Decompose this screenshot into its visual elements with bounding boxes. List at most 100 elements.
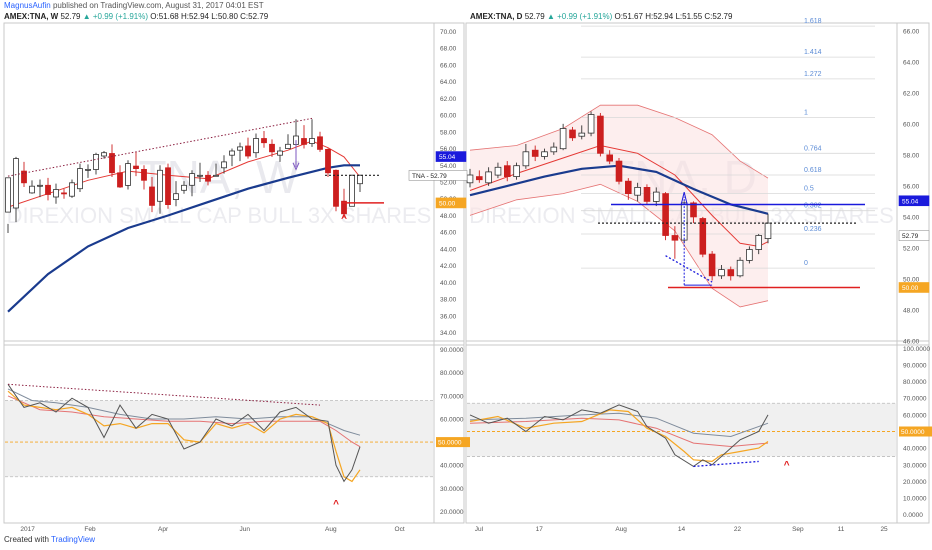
right-fib-label-6: 0.5 (804, 186, 814, 193)
right-price-tick-4: 58.00 (903, 152, 920, 159)
right-candle-7 (531, 149, 539, 157)
right-candle-13 (587, 114, 595, 134)
right-osc-tick-4: 60.0000 (903, 412, 927, 419)
left-candle-18 (149, 186, 155, 206)
left-candle-33 (269, 143, 275, 153)
left-price-tick-0: 70.00 (440, 29, 457, 36)
right-osc-tick-3: 70.0000 (903, 396, 927, 403)
right-fib-label-7: 0.382 (804, 203, 822, 210)
left-price-tick-12: 46.00 (440, 230, 457, 237)
right-price-tick-2: 62.00 (903, 90, 920, 97)
right-symbol[interactable]: AMEX:TNA, D (470, 12, 523, 21)
left-candle-37 (301, 138, 307, 145)
left-price-label-bg-2 (435, 197, 467, 209)
right-fib-label-1: 1.414 (804, 49, 822, 56)
left-candle-14 (117, 172, 123, 188)
left-candle-13 (109, 153, 115, 174)
left-candle-7 (61, 192, 67, 195)
left-price-label-bg-1 (408, 170, 468, 181)
left-candle-15 (125, 163, 131, 186)
right-osc-trend (693, 460, 759, 468)
right-candle-2 (485, 171, 492, 184)
left-price-tick-17: 36.00 (440, 313, 457, 320)
left-panel-frame (3, 22, 465, 524)
right-close: C:52.79 (704, 12, 733, 21)
left-price-tick-14: 42.00 (440, 263, 457, 270)
right-symbol-legend: AMEX:TNA, D 52.79 ▲ +0.99 (+1.91%) O:51.… (470, 12, 732, 21)
right-time-tick-4: 22 (734, 526, 742, 533)
right-open: O:51.67 (614, 12, 643, 21)
left-price-tick-7: 56.00 (440, 146, 457, 153)
left-price-tick-15: 40.00 (440, 280, 457, 287)
left-time-tick-4: Aug (325, 526, 337, 533)
right-price-label-1: 52.79 (902, 233, 919, 240)
left-price-label-1: TNA - 52.79 (412, 173, 447, 180)
left-osc-caret: ^ (333, 499, 339, 510)
left-candle-22 (181, 184, 187, 191)
left-osc-tick-7: 20.0000 (440, 509, 464, 516)
left-symbol[interactable]: AMEX:TNA, W (4, 12, 59, 21)
left-last-price: 52.79 (60, 12, 81, 21)
left-candle-16 (133, 165, 139, 170)
left-price-tick-16: 38.00 (440, 297, 457, 304)
right-osc-caret: ^ (784, 460, 790, 471)
right-price-tick-6: 54.00 (903, 214, 920, 221)
right-candle-4 (503, 165, 511, 177)
footer: Created with TradingView (4, 535, 95, 544)
right-osc-tick-0: 100.0000 (903, 346, 930, 353)
right-last-price: 52.79 (524, 12, 545, 21)
left-candle-29 (237, 146, 243, 151)
left-time-tick-1: Feb (84, 526, 96, 533)
right-fib-label-5: 0.618 (804, 167, 822, 174)
left-candle-34 (277, 150, 283, 156)
left-price-tick-13: 44.00 (440, 246, 457, 253)
right-time-tick-2: Aug (615, 526, 627, 533)
right-price-label-2: 50.00 (902, 285, 919, 292)
left-time-tick-2: Apr (158, 526, 169, 533)
left-candle-42 (341, 200, 347, 215)
left-candle-44 (357, 174, 363, 185)
right-osc-tick-1: 90.0000 (903, 362, 927, 369)
left-price-tick-1: 68.00 (440, 46, 457, 53)
right-price-label-bg-0 (898, 195, 930, 207)
right-osc-gray (469, 412, 769, 438)
right-price-label-0: 55.04 (902, 198, 919, 205)
published-text: published on TradingView.com, August 31,… (52, 1, 264, 10)
left-osc-level-label: 50.0000 (438, 440, 462, 447)
left-candle-12 (101, 152, 107, 157)
left-candle-26 (213, 174, 219, 177)
right-panel-frame (465, 22, 930, 524)
right-candle-25 (699, 218, 707, 255)
left-candle-0 (5, 177, 11, 213)
right-candle-32 (764, 222, 772, 240)
right-osc-band (467, 403, 896, 457)
author-link[interactable]: MagnusAufin (4, 1, 51, 10)
right-candle-5 (513, 165, 520, 177)
right-candle-14 (597, 115, 604, 154)
left-price-tick-6: 58.00 (440, 129, 457, 136)
left-candle-1 (13, 158, 19, 209)
left-osc-tick-6: 30.0000 (440, 486, 464, 493)
left-price-tick-9: 52.00 (440, 180, 457, 187)
left-osc-band (5, 400, 433, 477)
left-candle-27 (221, 161, 227, 169)
right-candle-16 (615, 160, 623, 182)
right-candle-19 (643, 186, 651, 202)
left-candle-5 (45, 184, 51, 195)
left-osc-tick-5: 40.0000 (440, 463, 464, 470)
right-candle-12 (578, 132, 586, 137)
right-candle-9 (550, 146, 558, 153)
right-high: H:52.94 (645, 12, 674, 21)
right-price-tick-8: 50.00 (903, 276, 920, 283)
left-ma-blue (7, 164, 360, 313)
right-candle-1 (475, 176, 483, 181)
right-bollinger-mid (469, 144, 769, 247)
left-candle-4 (37, 184, 43, 187)
right-change: ▲ +0.99 (+1.91%) (546, 12, 613, 21)
tradingview-brand[interactable]: TradingView (51, 535, 96, 544)
right-candle-0 (466, 174, 474, 184)
left-candle-21 (173, 193, 179, 200)
right-osc-tick-6: 40.0000 (903, 446, 927, 453)
left-candle-31 (253, 138, 259, 154)
